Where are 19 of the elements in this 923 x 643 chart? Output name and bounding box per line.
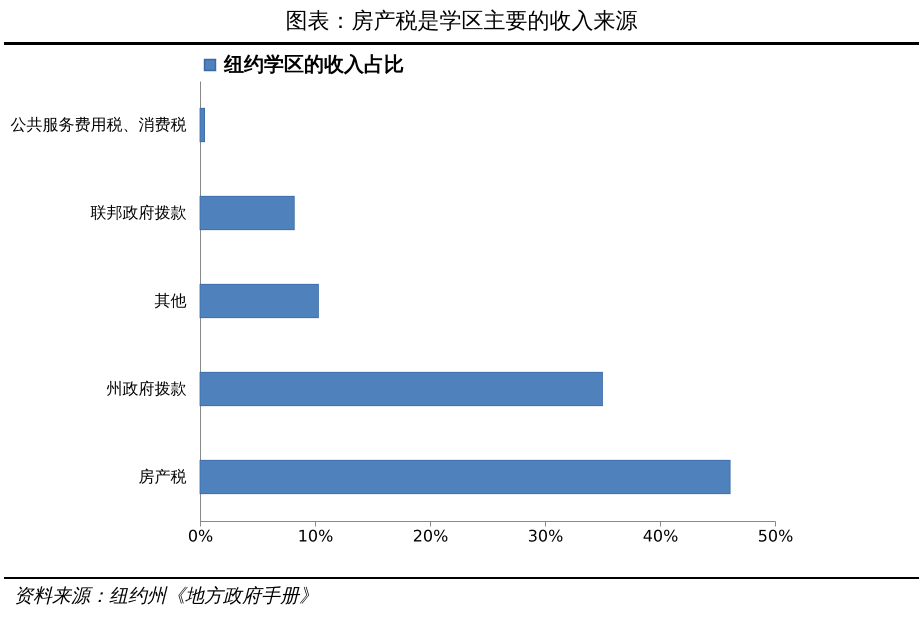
bar bbox=[200, 284, 319, 318]
bar bbox=[200, 108, 205, 142]
x-tick-label: 10% bbox=[298, 526, 334, 546]
legend-label: 纽约学区的收入占比 bbox=[223, 52, 404, 76]
x-tick-label: 30% bbox=[528, 526, 564, 546]
x-tick-label: 40% bbox=[642, 526, 678, 546]
x-tick-label: 0% bbox=[188, 526, 214, 546]
chart-title: 图表：房产税是学区主要的收入来源 bbox=[4, 0, 919, 45]
y-tick-label: 其他 bbox=[154, 291, 186, 310]
bar bbox=[200, 372, 603, 406]
text: 资料来源：纽约州《地方政府手册》 bbox=[4, 577, 919, 613]
bar bbox=[200, 460, 731, 494]
y-tick-label: 公共服务费用税、消费税 bbox=[10, 115, 186, 134]
x-tick-label: 50% bbox=[758, 526, 794, 546]
y-tick-label: 州政府拨款 bbox=[106, 379, 186, 398]
y-tick-label: 联邦政府拨款 bbox=[90, 203, 186, 222]
y-tick-label: 房产税 bbox=[138, 467, 186, 486]
x-tick-label: 20% bbox=[412, 526, 448, 546]
bar bbox=[200, 196, 295, 230]
